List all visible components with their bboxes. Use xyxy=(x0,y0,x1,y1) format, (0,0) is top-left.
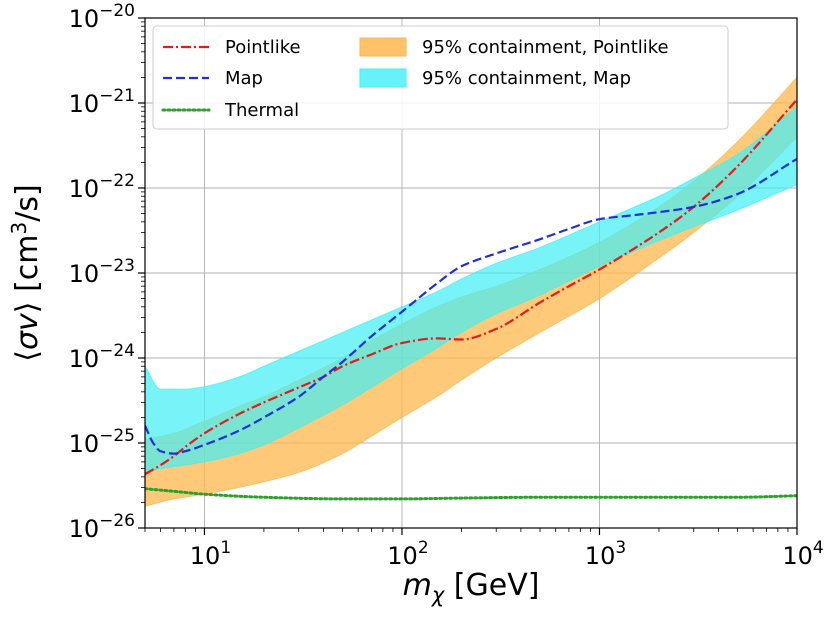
y-axis-label: ⟨σv⟩ [cm3/s] xyxy=(7,184,45,361)
series-line-pointlike xyxy=(145,98,797,476)
y-tick-label: 10−25 xyxy=(69,426,135,458)
legend: Pointlike Map Thermal 95% containment, Poin… xyxy=(152,25,729,130)
axis-labels: mχ [GeV] ⟨σv⟩ [cm3/s] xyxy=(7,184,539,607)
legend-item-thermal: Thermal xyxy=(161,100,299,121)
series-line-map xyxy=(145,157,797,455)
band-95pct-containment-map xyxy=(145,106,797,473)
series-line-thermal xyxy=(145,487,797,501)
legend-label: 95% containment, Pointlike xyxy=(422,37,669,58)
legend-label: Thermal xyxy=(224,100,299,121)
legend-label: Map xyxy=(225,68,263,89)
y-tick-label: 10−22 xyxy=(69,171,135,203)
legend-label: 95% containment, Map xyxy=(422,68,631,89)
x-axis-label: mχ [GeV] xyxy=(403,568,540,607)
x-tick-label: 101 xyxy=(190,538,231,570)
legend-item-95pct-containment-map: 95% containment, Map xyxy=(359,68,631,89)
legend-item-map: Map xyxy=(163,68,263,89)
legend-label: Pointlike xyxy=(225,37,301,58)
y-tick-label: 10−24 xyxy=(69,341,135,373)
bands-layer xyxy=(145,76,797,507)
legend-item-95pct-containment-pointlike: 95% containment, Pointlike xyxy=(359,37,669,58)
legend-swatch-95pct-containment-map xyxy=(359,68,407,88)
legend-box xyxy=(152,25,729,130)
x-tick-label: 102 xyxy=(387,538,428,570)
y-tick-label: 10−23 xyxy=(69,256,135,288)
series-layer xyxy=(145,98,797,501)
legend-item-pointlike: Pointlike xyxy=(163,37,301,58)
ticks-layer: 101 102 103 104 10−26 10−25 10−24 10−23 10−22 10−… xyxy=(69,1,824,570)
x-tick-label: 103 xyxy=(585,538,626,570)
legend-swatch-95pct-containment-pointlike xyxy=(359,37,407,57)
y-tick-label: 10−20 xyxy=(69,1,135,33)
y-tick-label: 10−21 xyxy=(69,86,135,118)
y-tick-label: 10−26 xyxy=(69,511,135,543)
x-tick-label: 104 xyxy=(782,538,823,570)
